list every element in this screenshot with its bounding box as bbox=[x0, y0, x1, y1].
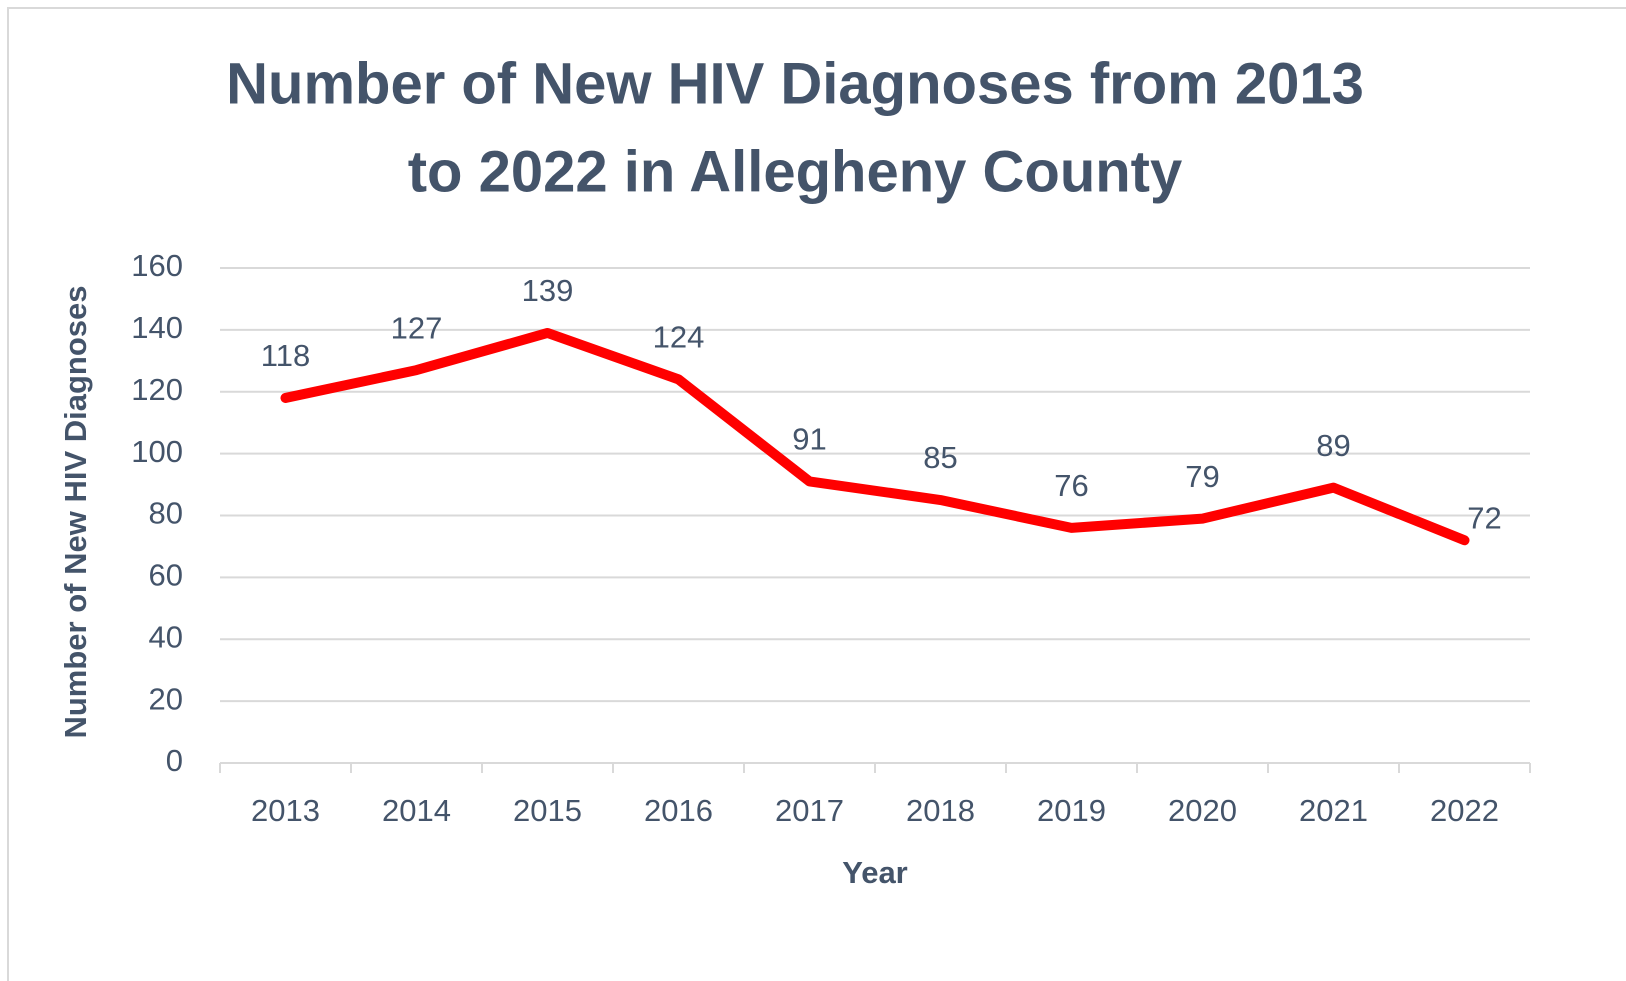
chart-title: to 2022 in Allegheny County bbox=[408, 139, 1183, 204]
x-tick-label: 2022 bbox=[1430, 793, 1499, 828]
data-label: 127 bbox=[391, 310, 443, 345]
data-label: 76 bbox=[1054, 468, 1088, 503]
y-tick-label: 20 bbox=[149, 681, 183, 716]
data-label: 72 bbox=[1467, 500, 1501, 535]
y-tick-label: 120 bbox=[131, 372, 183, 407]
x-tick-label: 2015 bbox=[513, 793, 582, 828]
y-tick-label: 100 bbox=[131, 434, 183, 469]
x-tick-label: 2016 bbox=[644, 793, 713, 828]
y-tick-label: 60 bbox=[149, 558, 183, 593]
x-tick-label: 2017 bbox=[775, 793, 844, 828]
x-axis-title: Year bbox=[842, 855, 908, 890]
data-label: 124 bbox=[653, 320, 705, 355]
y-tick-label: 0 bbox=[166, 743, 183, 778]
y-tick-label: 140 bbox=[131, 310, 183, 345]
data-line bbox=[280, 327, 1470, 546]
data-label: 79 bbox=[1185, 459, 1219, 494]
x-tick-label: 2014 bbox=[382, 793, 451, 828]
y-tick-label: 80 bbox=[149, 496, 183, 531]
y-axis-title: Number of New HIV Diagnoses bbox=[58, 285, 93, 738]
data-label: 118 bbox=[261, 338, 310, 373]
x-tick-label: 2019 bbox=[1037, 793, 1106, 828]
x-tick-label: 2021 bbox=[1299, 793, 1368, 828]
y-tick-label: 40 bbox=[149, 619, 183, 654]
x-tick-label: 2018 bbox=[906, 793, 975, 828]
y-tick-label: 160 bbox=[131, 248, 183, 283]
data-label: 139 bbox=[522, 273, 574, 308]
data-label: 91 bbox=[792, 422, 826, 457]
x-tick-label: 2020 bbox=[1168, 793, 1237, 828]
x-tick-label: 2013 bbox=[251, 793, 320, 828]
chart-title: Number of New HIV Diagnoses from 2013 bbox=[226, 51, 1364, 116]
data-label: 89 bbox=[1316, 428, 1350, 463]
data-label: 85 bbox=[923, 440, 957, 475]
